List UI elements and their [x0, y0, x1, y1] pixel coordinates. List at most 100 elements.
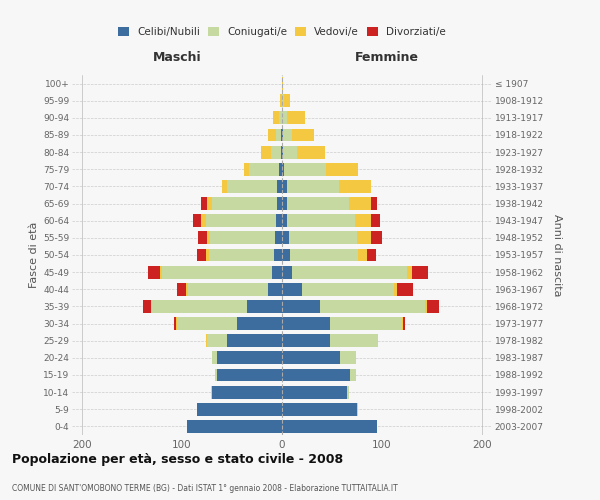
Bar	[371, 232, 382, 244]
Bar	[249, 163, 279, 175]
Bar	[209, 248, 274, 262]
Bar	[268, 128, 276, 141]
Bar	[271, 146, 281, 158]
Text: Femmine: Femmine	[355, 50, 419, 64]
Bar	[282, 334, 330, 347]
Bar	[292, 128, 314, 141]
Bar	[302, 283, 394, 296]
Bar	[277, 197, 282, 210]
Bar	[287, 214, 355, 227]
Bar	[177, 317, 237, 330]
Bar	[273, 112, 279, 124]
Bar	[206, 334, 207, 347]
Bar	[282, 386, 347, 398]
Bar	[371, 197, 377, 210]
Bar	[282, 317, 330, 330]
Bar	[197, 403, 282, 415]
Bar	[282, 352, 340, 364]
Bar	[275, 232, 282, 244]
Bar	[282, 232, 289, 244]
Bar	[403, 317, 405, 330]
Bar	[282, 266, 292, 278]
Bar	[282, 420, 377, 433]
Bar	[143, 300, 151, 313]
Bar	[152, 300, 247, 313]
Bar	[282, 283, 302, 296]
Bar	[357, 232, 371, 244]
Bar	[187, 420, 282, 433]
Bar	[212, 352, 217, 364]
Bar	[177, 283, 186, 296]
Bar	[349, 197, 371, 210]
Bar	[210, 232, 275, 244]
Text: Maschi: Maschi	[152, 50, 202, 64]
Y-axis label: Fasce di età: Fasce di età	[29, 222, 39, 288]
Bar	[326, 163, 358, 175]
Bar	[284, 94, 290, 107]
Bar	[358, 248, 367, 262]
Bar	[201, 197, 207, 210]
Bar	[268, 283, 282, 296]
Bar	[272, 266, 282, 278]
Bar	[282, 180, 287, 193]
Bar	[330, 334, 378, 347]
Bar	[279, 112, 282, 124]
Bar	[282, 77, 283, 90]
Bar	[176, 317, 177, 330]
Bar	[201, 214, 206, 227]
Bar	[330, 317, 402, 330]
Bar	[282, 300, 320, 313]
Bar	[207, 334, 227, 347]
Bar	[284, 163, 326, 175]
Bar	[206, 214, 276, 227]
Bar	[261, 146, 271, 158]
Bar	[206, 248, 209, 262]
Bar	[394, 283, 397, 296]
Bar	[197, 248, 206, 262]
Bar	[397, 283, 413, 296]
Bar	[148, 266, 160, 278]
Bar	[282, 163, 284, 175]
Bar	[283, 128, 292, 141]
Bar	[193, 214, 201, 227]
Bar	[371, 214, 380, 227]
Bar	[277, 180, 282, 193]
Bar	[282, 197, 287, 210]
Bar	[282, 403, 357, 415]
Bar	[339, 180, 371, 193]
Bar	[222, 180, 227, 193]
Bar	[247, 300, 282, 313]
Bar	[186, 283, 188, 296]
Bar	[211, 386, 212, 398]
Y-axis label: Anni di nascita: Anni di nascita	[553, 214, 562, 296]
Bar	[217, 352, 282, 364]
Bar	[282, 128, 283, 141]
Bar	[282, 368, 350, 382]
Bar	[279, 163, 282, 175]
Bar	[274, 248, 282, 262]
Bar	[402, 317, 403, 330]
Bar	[290, 248, 358, 262]
Bar	[227, 334, 282, 347]
Bar	[207, 197, 212, 210]
Bar	[212, 197, 277, 210]
Bar	[244, 163, 249, 175]
Bar	[407, 266, 412, 278]
Bar	[287, 180, 339, 193]
Bar	[160, 266, 162, 278]
Bar	[425, 300, 427, 313]
Bar	[427, 300, 439, 313]
Bar	[289, 232, 357, 244]
Bar	[281, 146, 282, 158]
Bar	[198, 232, 207, 244]
Bar	[162, 266, 272, 278]
Bar	[297, 146, 325, 158]
Bar	[412, 266, 428, 278]
Bar	[287, 197, 349, 210]
Bar	[215, 368, 217, 382]
Bar	[188, 283, 268, 296]
Bar	[292, 266, 407, 278]
Bar	[347, 386, 349, 398]
Bar	[212, 386, 282, 398]
Bar	[282, 112, 287, 124]
